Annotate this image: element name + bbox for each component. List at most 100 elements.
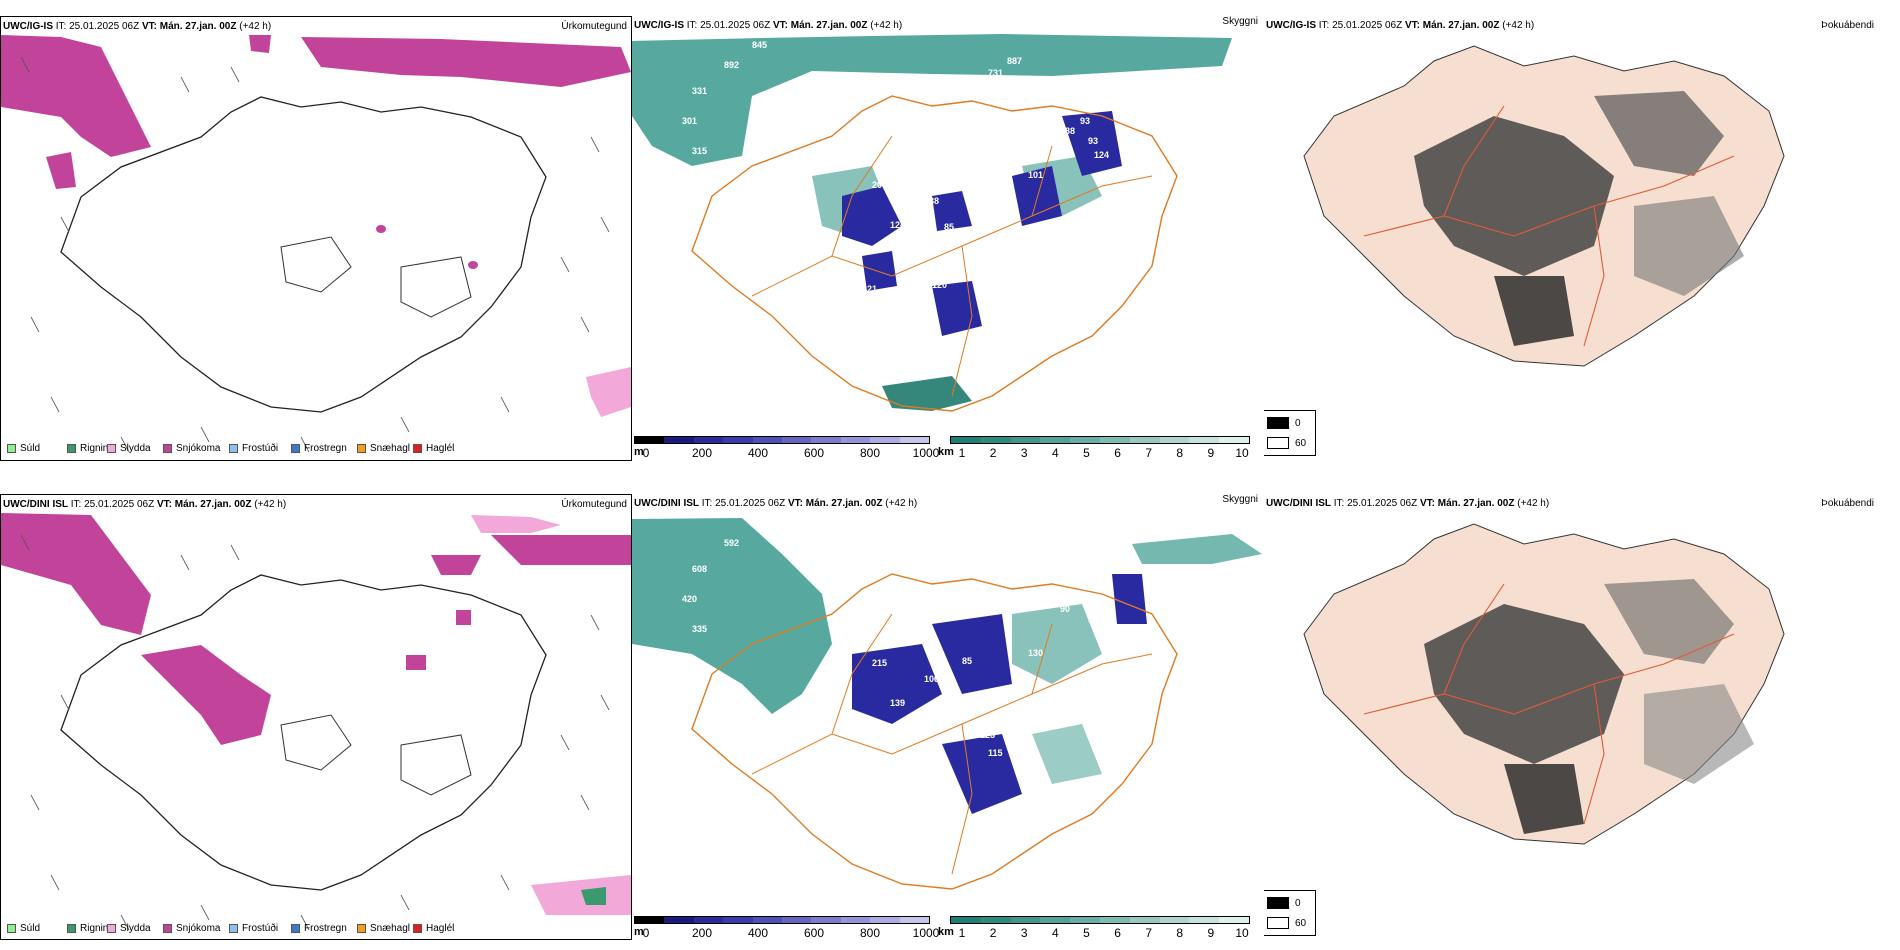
legend-label: Slydda (120, 923, 151, 934)
colorbar-step (723, 437, 753, 443)
tick-label: 7 (1145, 926, 1152, 940)
visibility-panel-1: 331 301 315 845 892 887 731 93 188 93 124 101 200 188… (632, 16, 1264, 461)
colorbar-step (635, 437, 665, 443)
lead-time: (+42 h) (1502, 20, 1535, 31)
model-name: UWC/IG-IS (634, 20, 684, 31)
visibility-value-label: 125 (980, 730, 995, 740)
legend-súld: Súld (7, 923, 40, 934)
snow-area (468, 261, 478, 269)
colorbar-step (870, 917, 900, 923)
fog-scale-low-label: 0 (1295, 417, 1301, 429)
tick-label: 2 (989, 446, 997, 460)
visibility-map-2: 608 420 335 395 592 218 785 203 90 127 138 130 215 10… (632, 518, 1262, 890)
tick-label: 3 (1020, 446, 1028, 460)
legend-swatch (163, 444, 172, 453)
visibility-value-label: 101 (1028, 170, 1043, 180)
visibility-value-label: 128 (932, 758, 947, 768)
visibility-value-label: 85 (944, 222, 954, 232)
fog-intensity (1494, 276, 1574, 346)
valid-time: Mán. 27.jan. 00Z (174, 499, 252, 510)
visibility-value-label: 203 (1080, 594, 1095, 604)
visibility-map-1: 331 301 315 845 892 887 731 93 188 93 124 101 200 188… (632, 34, 1232, 412)
iceland-coast (60, 574, 547, 891)
valid-time-label: VT: (1419, 498, 1435, 509)
visibility-value-label: 138 (1094, 628, 1109, 638)
low-visibility-area (632, 518, 832, 714)
sleet-area (471, 515, 561, 533)
rain-area (581, 887, 606, 905)
colorbar-step (752, 917, 783, 923)
snow-area (406, 655, 426, 670)
glacier-outline (400, 256, 472, 318)
valid-time: Mán. 27.jan. 00Z (790, 20, 868, 31)
visibility-unit: km (938, 926, 954, 938)
snow-area (249, 35, 271, 53)
fog-type-title: Þokuábendi (1821, 498, 1874, 509)
model-name: UWC/DINI ISL (634, 498, 699, 509)
low-visibility-area (1132, 534, 1262, 564)
lead-time: (+42 h) (1517, 498, 1550, 509)
height-colorbar-bar (634, 916, 930, 924)
colorbar-step (980, 917, 1011, 923)
visibility-value-label: 887 (1007, 56, 1022, 66)
legend-snæhagl: Snæhagl (357, 923, 410, 934)
colorbar-step (782, 437, 812, 443)
visibility-unit: km (938, 446, 954, 458)
snow-area (431, 555, 481, 575)
visibility-value-label: 139 (890, 698, 905, 708)
legend-slydda: Slydda (107, 923, 151, 934)
tick-label: 7 (1145, 446, 1152, 460)
low-visibility-area (632, 34, 1232, 166)
visibility-value-label: 301 (682, 116, 697, 126)
legend-swatch (229, 444, 238, 453)
iceland-coast (60, 96, 547, 413)
tick-label: 1 (958, 446, 966, 460)
height-colorbar-bar (634, 436, 930, 444)
fog-intensity (1604, 579, 1734, 664)
fog-panel-2: UWC/DINI ISL IT: 25.01.2025 06Z VT: Mán.… (1264, 494, 1900, 940)
legend-label: Súld (20, 443, 41, 454)
legend-snjókoma: Snjókoma (163, 443, 220, 454)
fog-scale-box: 0 60 (1264, 410, 1316, 456)
visibility-value-label: 93 (1088, 136, 1098, 146)
valid-time-label: VT: (141, 21, 157, 32)
lead-time: (+42 h) (254, 499, 287, 510)
legend-swatch (291, 924, 300, 933)
colorbar-step (840, 437, 871, 443)
colorbar-step (1159, 917, 1190, 923)
fog-swatch-low (1267, 417, 1289, 429)
legend-label: Haglél (426, 923, 455, 934)
legend-swatch (107, 444, 116, 453)
sleet-area (586, 367, 631, 417)
visibility-value-label: 395 (752, 518, 767, 528)
high-terrain-area (932, 281, 982, 336)
colorbar-step (1099, 437, 1130, 443)
visibility-value-label: 112 (980, 252, 995, 262)
init-time: IT: 25.01.2025 06Z (701, 498, 786, 509)
colorbar-step (1219, 437, 1249, 443)
visibility-value-label: 130 (1028, 648, 1043, 658)
colorbar-step (664, 917, 694, 923)
height-ticks: 0 200 400 600 800 1000 (643, 446, 940, 460)
visibility-value-label: 420 (682, 594, 697, 604)
legend-label: Snæhagl (370, 443, 411, 454)
fog-swatch-high (1267, 917, 1289, 929)
visibility-type-title: Skyggni (1222, 494, 1258, 505)
fog-intensity (1644, 684, 1754, 784)
init-time: IT: 25.01.2025 06Z (1333, 498, 1418, 509)
visibility-value-label: 592 (724, 538, 739, 548)
legend-label: Súld (20, 923, 41, 934)
precip-title: UWC/DINI ISL IT: 25.01.2025 06Z VT: Mán.… (3, 499, 286, 510)
init-time: IT: 25.01.2025 06Z (55, 21, 140, 32)
visibility-value-label: 608 (692, 564, 707, 574)
high-terrain-area (942, 734, 1022, 814)
fog-swatch-high (1267, 437, 1289, 449)
colorbar-step (1070, 917, 1100, 923)
fog-type-title: Þokuábendi (1821, 20, 1874, 31)
colorbar-step (782, 917, 812, 923)
visibility-value-label: 115 (988, 748, 1003, 758)
legend-label: Frostregn (304, 923, 347, 934)
visibility-labels: 331 301 315 845 892 887 731 93 188 93 124 101 200 188… (682, 40, 1109, 358)
fog-swatch-low (1267, 897, 1289, 909)
wind-barbs (20, 56, 610, 453)
